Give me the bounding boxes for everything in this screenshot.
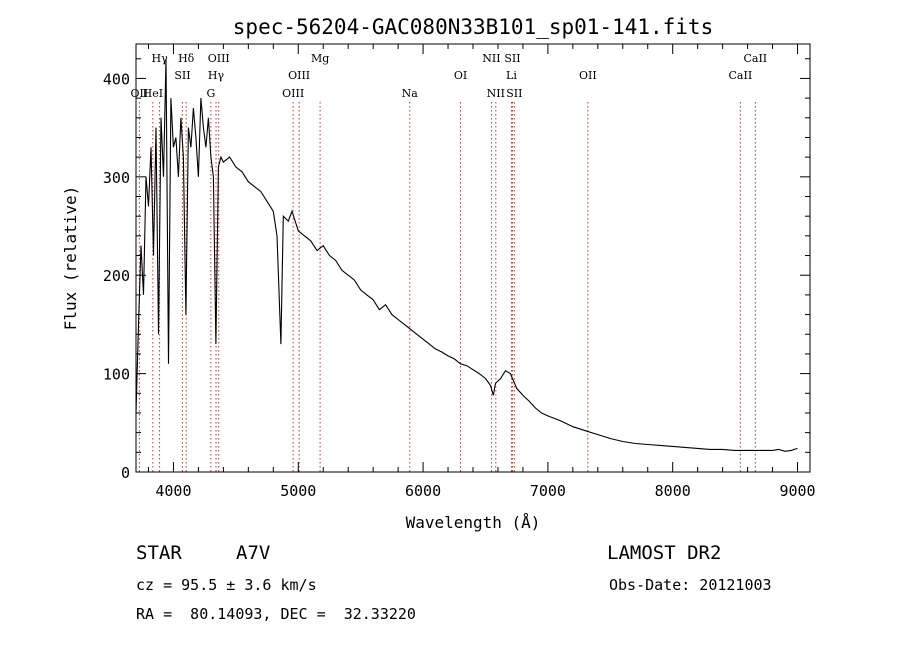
line-marker-label: OI [454, 69, 467, 82]
y-tick-label: 0 [121, 464, 130, 482]
y-tick-label: 300 [103, 169, 130, 187]
line-marker-label: HeI [143, 87, 163, 100]
line-marker-label: NII [487, 87, 505, 100]
line-marker-label: OII [579, 69, 597, 82]
x-axis-label: Wavelength (Å) [406, 513, 541, 532]
line-marker-label: CaII [729, 69, 753, 82]
x-tick-label: 7000 [530, 482, 566, 500]
x-tick-label: 8000 [655, 482, 691, 500]
axis-ticks: 4000 5000 6000 7000 8000 9000 0 100 200 300 400 [103, 44, 816, 500]
line-marker-label: SII [504, 52, 520, 65]
plot-frame [135, 43, 811, 473]
coordinates: RA = 80.14093, DEC = 32.33220 [136, 605, 416, 623]
line-marker-label: Li [506, 69, 517, 82]
x-tick-label: 9000 [779, 482, 815, 500]
survey-name: LAMOST DR2 [607, 542, 722, 564]
line-marker-label: CaII [743, 52, 767, 65]
y-tick-label: 200 [103, 267, 130, 285]
y-axis-label: Flux (relative) [61, 186, 80, 331]
line-marker-label: G [206, 87, 215, 100]
line-marker-label: OIII [282, 87, 304, 100]
obs-date: Obs-Date: 20121003 [609, 576, 772, 594]
y-tick-label: 400 [103, 70, 130, 88]
chart-title: spec-56204-GAC080N33B101_sp01-141.fits [233, 15, 713, 39]
line-marker-label: SII [506, 87, 522, 100]
line-marker-label: Hγ [152, 52, 169, 65]
line-marker-label: OIII [288, 69, 310, 82]
object-subclass: A7V [236, 542, 271, 564]
spectrum-line [135, 58, 798, 452]
object-class: STAR [136, 542, 182, 564]
line-marker-label: Mg [311, 52, 329, 65]
line-marker-label: NII [482, 52, 500, 65]
line-marker-label: SII [174, 69, 190, 82]
line-marker-label: Hδ [178, 52, 195, 65]
line-marker-label: Hγ [208, 69, 225, 82]
line-marker-label: Na [402, 87, 419, 100]
line-marker-label: OII [131, 87, 149, 100]
x-tick-label: 5000 [280, 482, 316, 500]
x-tick-label: 6000 [405, 482, 441, 500]
redshift-cz: cz = 95.5 ± 3.6 km/s [136, 576, 317, 594]
line-marker-label: OIII [208, 52, 230, 65]
x-tick-label: 4000 [155, 482, 191, 500]
y-tick-label: 100 [103, 366, 130, 384]
emission-line-markers: OIIHeIHγSIIHδGHγOIIIOIIIOIIIMgNaOINIINII… [131, 52, 767, 472]
